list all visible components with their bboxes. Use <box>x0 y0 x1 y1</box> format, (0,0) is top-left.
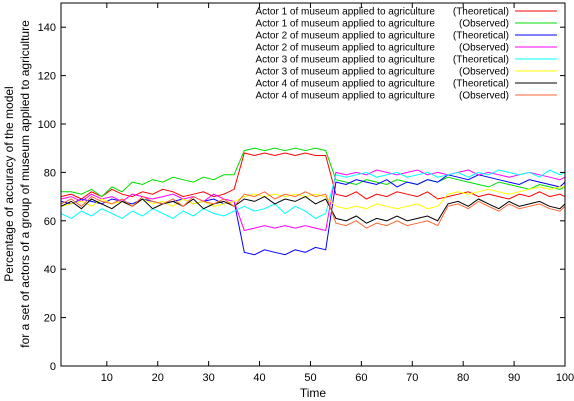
series-line-5 <box>60 169 566 219</box>
y-axis-label-line2: for a set of actors of a group of museum… <box>18 20 32 348</box>
y-tick-label: 0 <box>50 361 56 373</box>
y-tick-label: 40 <box>44 264 56 276</box>
x-tick-label: 20 <box>152 372 164 384</box>
x-tick-label: 10 <box>101 372 113 384</box>
y-axis-label-line1: Percentage of accuracy of the model <box>2 86 16 281</box>
y-tick-label: 140 <box>38 22 56 34</box>
legend-label-5: Actor 3 of museum applied to agriculture <box>255 55 435 66</box>
legend-kind-8: (Observed) <box>459 91 509 102</box>
series-layer <box>60 147 566 256</box>
legend-kind-5: (Theoretical) <box>453 55 509 66</box>
series-line-2 <box>61 147 566 198</box>
series-line-4 <box>60 169 566 232</box>
x-axis-label: Time <box>300 386 327 400</box>
x-tick-label: 80 <box>457 372 469 384</box>
series-line-3 <box>60 174 566 256</box>
x-tick-label: 90 <box>508 372 520 384</box>
legend-label-4: Actor 2 of museum applied to agriculture <box>255 43 435 54</box>
legend-kind-7: (Theoretical) <box>453 79 509 90</box>
x-tick-label: 40 <box>253 372 265 384</box>
y-tick-label: 20 <box>44 313 56 325</box>
y-tick-label: 100 <box>38 119 56 131</box>
x-tick-label: 70 <box>406 372 418 384</box>
series-line-6 <box>60 186 565 210</box>
y-tick-label: 120 <box>38 71 56 83</box>
y-tick-label: 80 <box>44 167 56 179</box>
x-tick-label: 30 <box>203 372 215 384</box>
ticks-layer: 10 20 30 40 50 60 70 80 90 100 0 20 40 60 80 100 120 140 <box>38 3 574 384</box>
series-line-8 <box>60 191 566 229</box>
x-tick-label: 60 <box>355 372 367 384</box>
legend-label-3: Actor 2 of museum applied to agriculture <box>255 31 435 42</box>
y-tick-label: 60 <box>44 216 56 228</box>
legend: Actor 1 of museum applied to agriculture… <box>255 7 557 102</box>
legend-kind-1: (Theoretical) <box>453 7 509 18</box>
series-line-1 <box>60 152 566 200</box>
legend-kind-2: (Observed) <box>459 19 509 30</box>
legend-kind-6: (Observed) <box>459 67 509 78</box>
x-tick-label: 50 <box>304 372 316 384</box>
legend-label-6: Actor 3 of museum applied to agriculture <box>255 67 435 78</box>
legend-kind-4: (Observed) <box>459 43 509 54</box>
legend-label-1: Actor 1 of museum applied to agriculture <box>255 7 435 18</box>
plot-frame <box>60 2 566 367</box>
series-line-7 <box>60 196 566 224</box>
legend-label-7: Actor 4 of museum applied to agriculture <box>255 79 435 90</box>
legend-label-8: Actor 4 of museum applied to agriculture <box>255 91 435 102</box>
legend-kind-3: (Theoretical) <box>453 31 509 42</box>
x-tick-label: 100 <box>556 372 574 384</box>
legend-label-2: Actor 1 of museum applied to agriculture <box>255 19 435 30</box>
